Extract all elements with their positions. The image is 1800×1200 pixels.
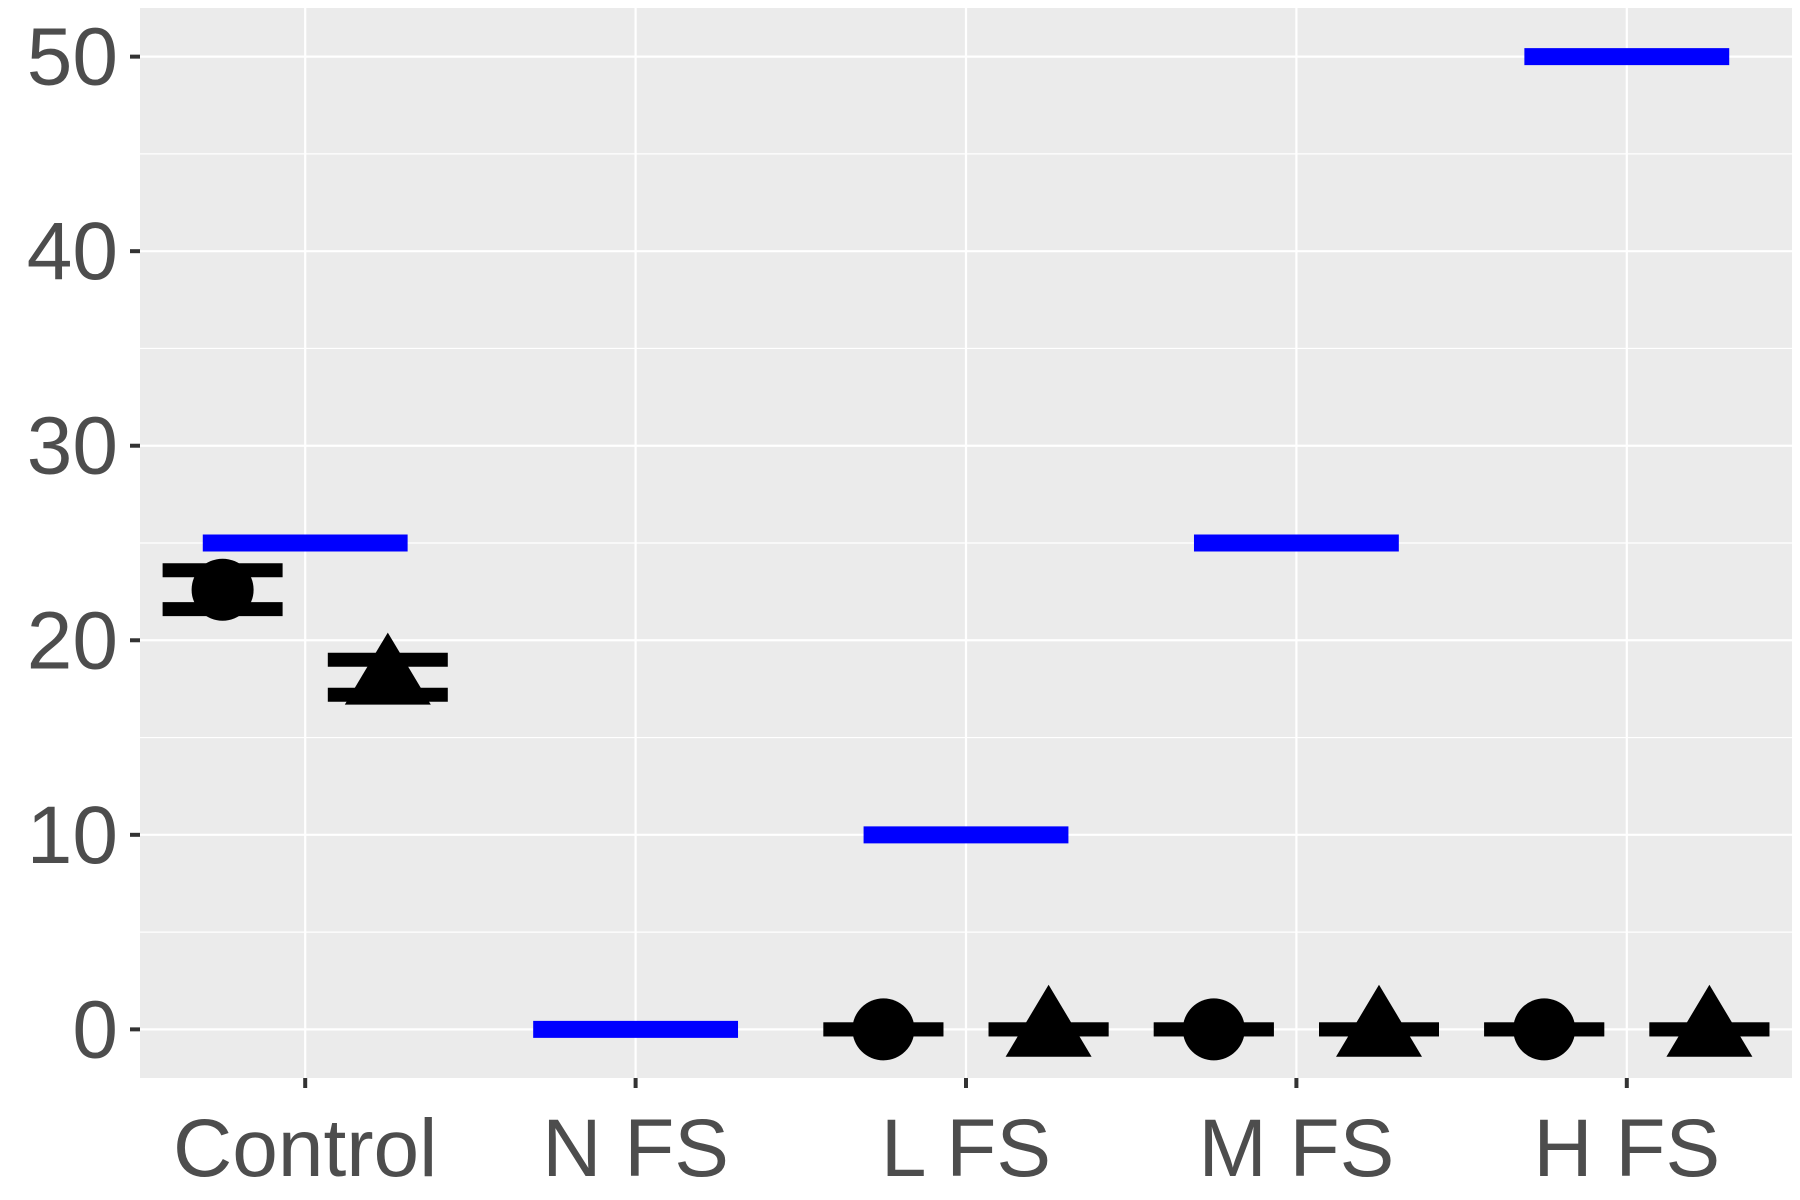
x-axis: Control N FS L FS M FS H FS	[173, 1078, 1720, 1194]
y-tick-label: 40	[27, 206, 118, 297]
reference-bars	[202, 48, 1730, 1038]
point-circle-control	[191, 558, 254, 621]
x-tick-label: Control	[173, 1103, 437, 1194]
x-tick-label: H FS	[1533, 1103, 1720, 1194]
y-tick-label: 0	[72, 984, 118, 1075]
point-triangle-m-fs	[1336, 984, 1422, 1057]
y-tick-label: 10	[27, 790, 118, 881]
point-circle-m-fs	[1182, 998, 1245, 1061]
data-points	[191, 558, 1753, 1061]
y-axis: 0 10 20 30 40 50	[27, 12, 140, 1075]
y-tick-label: 20	[27, 595, 118, 686]
point-triangle-h-fs	[1666, 984, 1753, 1057]
x-tick-label: M FS	[1198, 1103, 1394, 1194]
point-triangle-control	[344, 632, 431, 705]
point-circle-l-fs	[852, 998, 915, 1061]
y-tick-label: 50	[27, 12, 118, 103]
y-tick-label: 30	[27, 401, 118, 492]
x-tick-label: L FS	[881, 1103, 1051, 1194]
point-triangle-l-fs	[1005, 984, 1092, 1057]
point-circle-h-fs	[1513, 998, 1576, 1061]
x-tick-label: N FS	[542, 1103, 729, 1194]
